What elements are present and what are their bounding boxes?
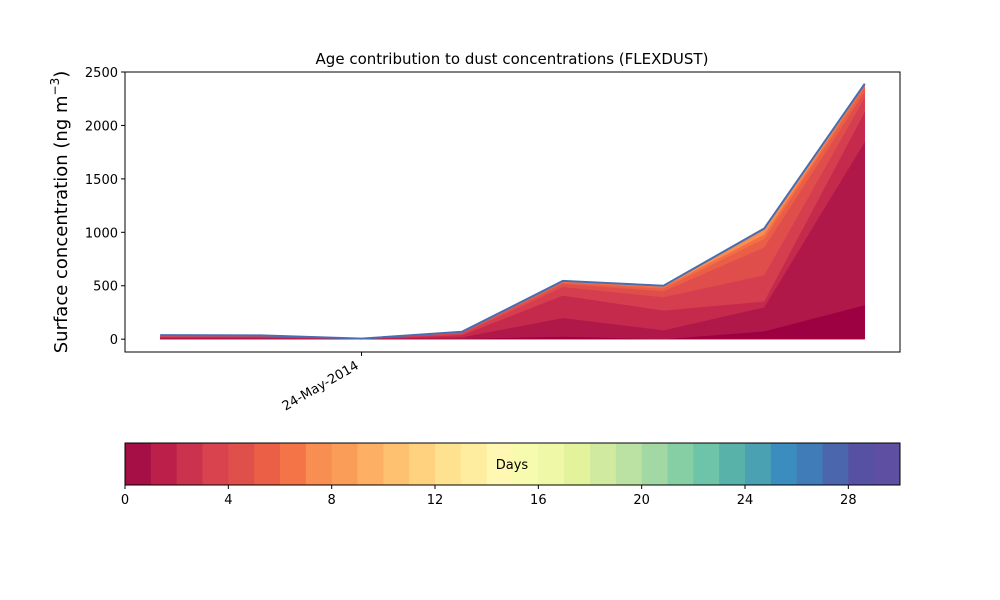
colorbar-frame (124, 442, 901, 486)
colorbar-segment (822, 443, 849, 485)
colorbar-segment (848, 443, 875, 485)
colorbar-segment (357, 443, 384, 485)
total-line (160, 83, 866, 340)
stacked-areas (159, 82, 866, 340)
y-axis: 0 500 1000 1500 2000 2500 (85, 66, 125, 348)
y-axis-label-superscript: −3 (48, 78, 62, 96)
colorbar-segment (538, 443, 565, 485)
colorbar-tick-label: 4 (224, 493, 232, 508)
colorbar-tick-label: 0 (121, 493, 129, 508)
colorbar-segment (874, 443, 901, 485)
colorbar-segment (745, 443, 772, 485)
colorbar-segment (305, 443, 333, 485)
colorbar-segment (254, 443, 281, 485)
y-tick-label: 1500 (85, 173, 118, 188)
colorbar-tick-label: 20 (633, 493, 650, 508)
y-tick-label: 500 (93, 280, 118, 295)
x-tick-label: 24-May-2014 (280, 358, 362, 414)
colorbar-segment (460, 443, 488, 485)
colorbar-segment (590, 443, 617, 485)
colorbar-segment (615, 443, 643, 485)
colorbar-segment (228, 443, 255, 485)
colorbar-segment (770, 443, 798, 485)
plot-frame (124, 71, 901, 353)
colorbar-segment (667, 443, 694, 485)
colorbar-tick-label: 28 (840, 493, 857, 508)
colorbar-segment (280, 443, 307, 485)
x-axis: 24-May-2014 (280, 352, 363, 414)
y-tick-label: 2500 (85, 66, 118, 81)
y-axis-label-main: Surface concentration (ng m (51, 95, 72, 353)
colorbar-segment (150, 443, 178, 485)
colorbar-segment (202, 443, 229, 485)
colorbar-segment (409, 443, 436, 485)
colorbar-segment (125, 443, 152, 485)
colorbar-segment (796, 443, 823, 485)
colorbar-label: Days (496, 458, 529, 473)
y-axis-label: Surface concentration (ng m−3) (48, 71, 72, 354)
y-axis-label-close: ) (51, 71, 72, 78)
colorbar-tick-label: 8 (328, 493, 336, 508)
colorbar-segment (176, 443, 203, 485)
chart-title: Age contribution to dust concentrations … (316, 50, 709, 68)
y-tick-label: 1000 (85, 226, 118, 241)
colorbar-segment (641, 443, 668, 485)
colorbar (125, 443, 901, 485)
colorbar-axis: 0 4 8 12 16 20 24 28 (121, 485, 857, 508)
colorbar-tick-label: 24 (737, 493, 754, 508)
colorbar-segment (719, 443, 746, 485)
colorbar-segment (693, 443, 720, 485)
y-tick-label: 0 (110, 333, 118, 348)
colorbar-segment (383, 443, 410, 485)
y-tick-label: 2000 (85, 119, 118, 134)
colorbar-segment (331, 443, 358, 485)
colorbar-segment (486, 443, 513, 485)
colorbar-segment (435, 443, 462, 485)
area-layer-2 (159, 111, 866, 339)
colorbar-segment (512, 443, 539, 485)
colorbar-tick-label: 12 (427, 493, 444, 508)
colorbar-segment (564, 443, 591, 485)
colorbar-tick-label: 16 (530, 493, 547, 508)
